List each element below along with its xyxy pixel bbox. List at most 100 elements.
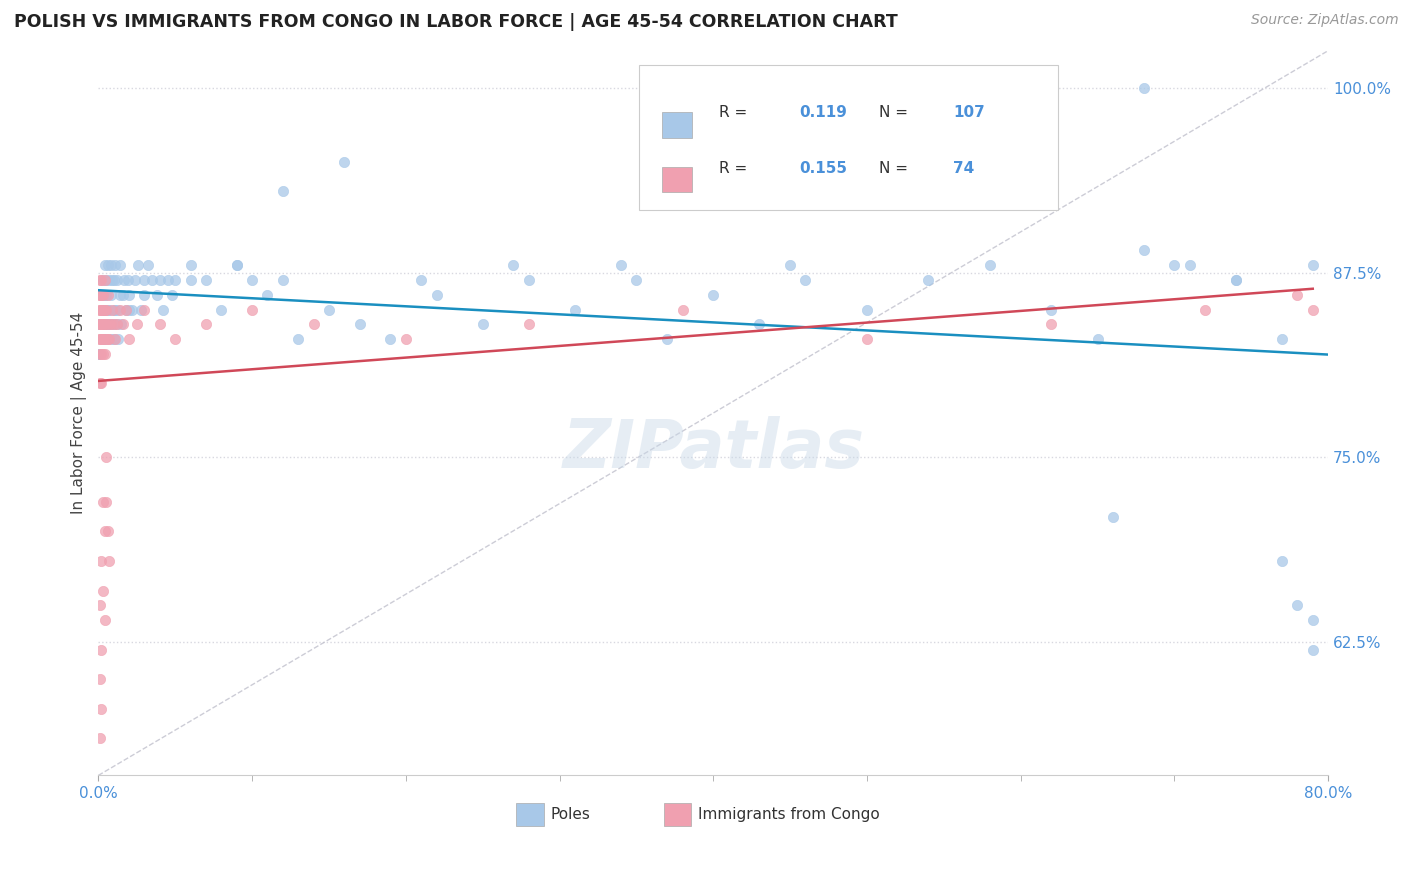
- Point: [91, 302, 114, 317]
- Point: [93, 302, 115, 317]
- Point: [1271, 332, 1294, 346]
- Point: [1225, 273, 1247, 287]
- Text: R =: R =: [720, 104, 752, 120]
- Point: [98, 273, 121, 287]
- Point: [100, 258, 122, 272]
- Point: [271, 273, 294, 287]
- FancyBboxPatch shape: [662, 167, 692, 192]
- Point: [194, 273, 217, 287]
- Point: [90, 287, 112, 301]
- Point: [90, 554, 112, 568]
- Point: [87, 347, 110, 361]
- Point: [165, 273, 187, 287]
- Point: [149, 273, 172, 287]
- Point: [101, 302, 124, 317]
- Point: [89, 347, 111, 361]
- Point: [94, 318, 117, 332]
- Point: [610, 258, 633, 272]
- Point: [105, 318, 128, 332]
- Point: [91, 273, 114, 287]
- Point: [180, 258, 202, 272]
- Point: [349, 318, 371, 332]
- Text: N =: N =: [879, 104, 912, 120]
- Point: [97, 318, 120, 332]
- Point: [256, 287, 278, 301]
- Point: [98, 318, 121, 332]
- Point: [100, 332, 122, 346]
- Point: [89, 318, 111, 332]
- Point: [103, 332, 125, 346]
- Point: [1132, 80, 1154, 95]
- Point: [194, 318, 217, 332]
- Point: [1286, 599, 1309, 613]
- Point: [108, 258, 131, 272]
- Point: [121, 302, 143, 317]
- Point: [471, 318, 494, 332]
- Point: [97, 332, 120, 346]
- Point: [626, 273, 648, 287]
- Point: [97, 258, 120, 272]
- Point: [94, 450, 117, 465]
- Text: 107: 107: [953, 104, 984, 120]
- Point: [748, 318, 770, 332]
- Text: 74: 74: [953, 161, 974, 176]
- Point: [134, 302, 156, 317]
- Point: [107, 302, 129, 317]
- Point: [271, 184, 294, 198]
- Point: [1225, 273, 1247, 287]
- Point: [1286, 287, 1309, 301]
- Point: [1302, 258, 1324, 272]
- Point: [89, 302, 111, 317]
- Point: [1271, 554, 1294, 568]
- Text: Poles: Poles: [551, 807, 591, 822]
- Point: [948, 95, 970, 110]
- Text: R =: R =: [720, 161, 752, 176]
- Text: N =: N =: [879, 161, 912, 176]
- Text: 0.155: 0.155: [800, 161, 848, 176]
- Point: [89, 332, 111, 346]
- Point: [89, 673, 111, 687]
- Point: [104, 332, 127, 346]
- Point: [180, 273, 202, 287]
- Point: [93, 287, 115, 301]
- Point: [90, 332, 112, 346]
- Text: Immigrants from Congo: Immigrants from Congo: [699, 807, 880, 822]
- Point: [1132, 244, 1154, 258]
- Point: [225, 258, 247, 272]
- Point: [103, 273, 125, 287]
- Point: [1302, 302, 1324, 317]
- Point: [118, 302, 141, 317]
- Point: [89, 273, 111, 287]
- Point: [209, 302, 232, 317]
- FancyBboxPatch shape: [640, 65, 1057, 211]
- Point: [90, 302, 112, 317]
- Point: [104, 258, 127, 272]
- Point: [105, 318, 128, 332]
- Point: [1040, 318, 1063, 332]
- Point: [302, 318, 325, 332]
- Point: [89, 287, 111, 301]
- Point: [89, 332, 111, 346]
- Point: [110, 318, 132, 332]
- Point: [655, 332, 678, 346]
- Point: [1102, 509, 1125, 524]
- Point: [134, 287, 156, 301]
- Point: [103, 302, 125, 317]
- Point: [100, 318, 122, 332]
- Point: [160, 287, 183, 301]
- Point: [111, 287, 134, 301]
- Point: [90, 318, 112, 332]
- Point: [97, 524, 120, 539]
- Point: [91, 332, 114, 346]
- Point: [90, 318, 112, 332]
- Point: [105, 273, 128, 287]
- Point: [100, 287, 122, 301]
- Point: [134, 273, 156, 287]
- Point: [115, 302, 138, 317]
- Point: [90, 702, 112, 716]
- Point: [115, 302, 138, 317]
- Point: [702, 287, 724, 301]
- Point: [94, 302, 117, 317]
- Point: [127, 258, 149, 272]
- Point: [517, 273, 540, 287]
